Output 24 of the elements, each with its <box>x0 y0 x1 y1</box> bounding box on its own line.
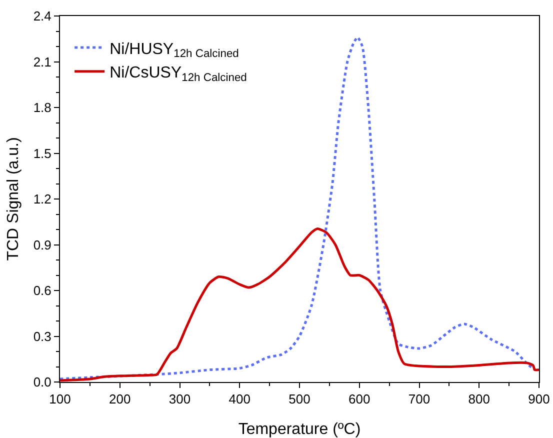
x-tick-label: 300 <box>168 392 191 407</box>
y-tick-label: 2.1 <box>33 54 52 70</box>
y-tick-label: 1.2 <box>33 192 52 207</box>
y-tick-label: 0.3 <box>33 328 52 344</box>
x-tick-label: 400 <box>228 392 250 407</box>
y-tick-label: 1.5 <box>33 146 52 161</box>
legend-label: Ni/CsUSY$_{12h Calcined}$ <box>110 64 247 84</box>
x-tick-label: 800 <box>468 392 490 407</box>
x-tick-label: 100 <box>49 392 71 407</box>
y-tick-label: 0.6 <box>33 283 52 298</box>
line-series <box>60 227 539 382</box>
x-axis-title: Temperature (ºC) <box>238 421 361 438</box>
y-tick-label: 1.8 <box>33 100 52 116</box>
x-tick-label: 500 <box>288 392 310 407</box>
x-tick-label: 900 <box>528 392 550 407</box>
x-tick-label: 600 <box>348 392 370 407</box>
x-tick-label: 200 <box>109 392 131 407</box>
legend-label: Ni/HUSY$_{12h Calcined}$ <box>110 40 239 60</box>
y-tick-label: 0.9 <box>33 237 52 252</box>
line-series <box>60 36 536 380</box>
y-tick-label: 0.0 <box>33 374 52 390</box>
y-axis-title: TCD Signal (a.u.) <box>5 137 22 261</box>
x-tick-label: 700 <box>408 392 430 407</box>
y-tick-label: 2.4 <box>33 8 52 24</box>
